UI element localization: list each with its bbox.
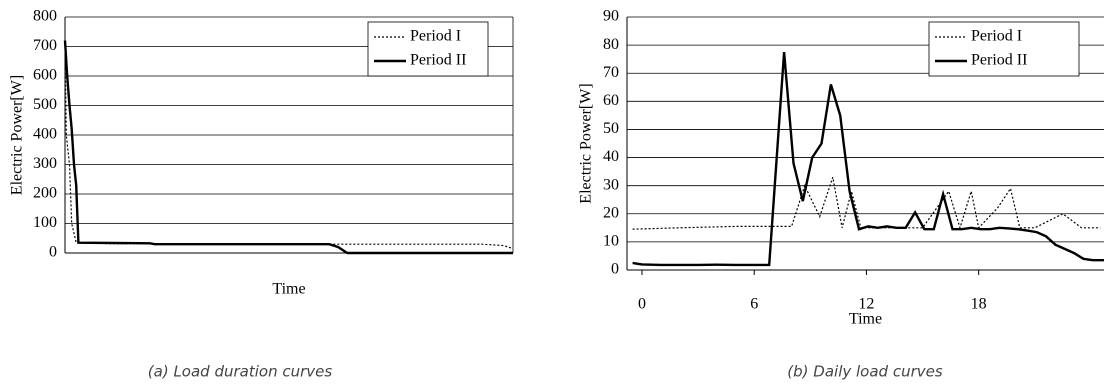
y-tick-label: 500 [33,96,57,113]
y-tick-label: 30 [603,176,619,193]
y-tick-label: 600 [33,67,57,84]
y-tick-label: 400 [33,126,57,143]
series-line [632,51,1104,267]
caption: (b) Daily load curves [787,363,943,381]
series-line [632,177,1101,230]
legend-box [928,21,1080,77]
x-tick-label: 0 [638,296,646,313]
x-axis-label: Time [272,281,305,298]
y-tick-label: 60 [603,92,619,109]
y-tick-label: 90 [603,8,619,25]
x-tick-label: 12 [858,296,874,313]
legend-label: Period II [410,52,466,69]
series-line [63,40,513,255]
x-tick-label: 18 [971,296,987,313]
y-tick-label: 100 [33,214,57,231]
y-tick-label: 700 [33,37,57,54]
y-tick-label: 10 [603,233,619,250]
legend-box [367,21,489,77]
y-tick-label: 0 [611,261,619,278]
y-tick-label: 300 [33,155,57,172]
y-tick-label: 70 [603,64,619,81]
y-tick-label: 20 [603,204,619,221]
y-tick-label: 800 [33,8,57,25]
y-tick-label: 0 [49,244,57,261]
y-tick-label: 80 [603,36,619,53]
legend-label: Period I [971,28,1022,45]
y-tick-label: 200 [33,185,57,202]
legend-label: Period II [971,52,1027,69]
y-axis-label: Electric Power[W] [578,83,595,203]
x-tick-label: 6 [750,296,758,313]
y-tick-label: 40 [603,148,619,165]
x-axis-label: Time [849,311,882,328]
legend-label: Period I [410,28,461,45]
y-tick-label: 50 [603,120,619,137]
caption: (a) Load duration curves [148,363,333,381]
y-axis-label: Electric Power[W] [9,75,26,195]
